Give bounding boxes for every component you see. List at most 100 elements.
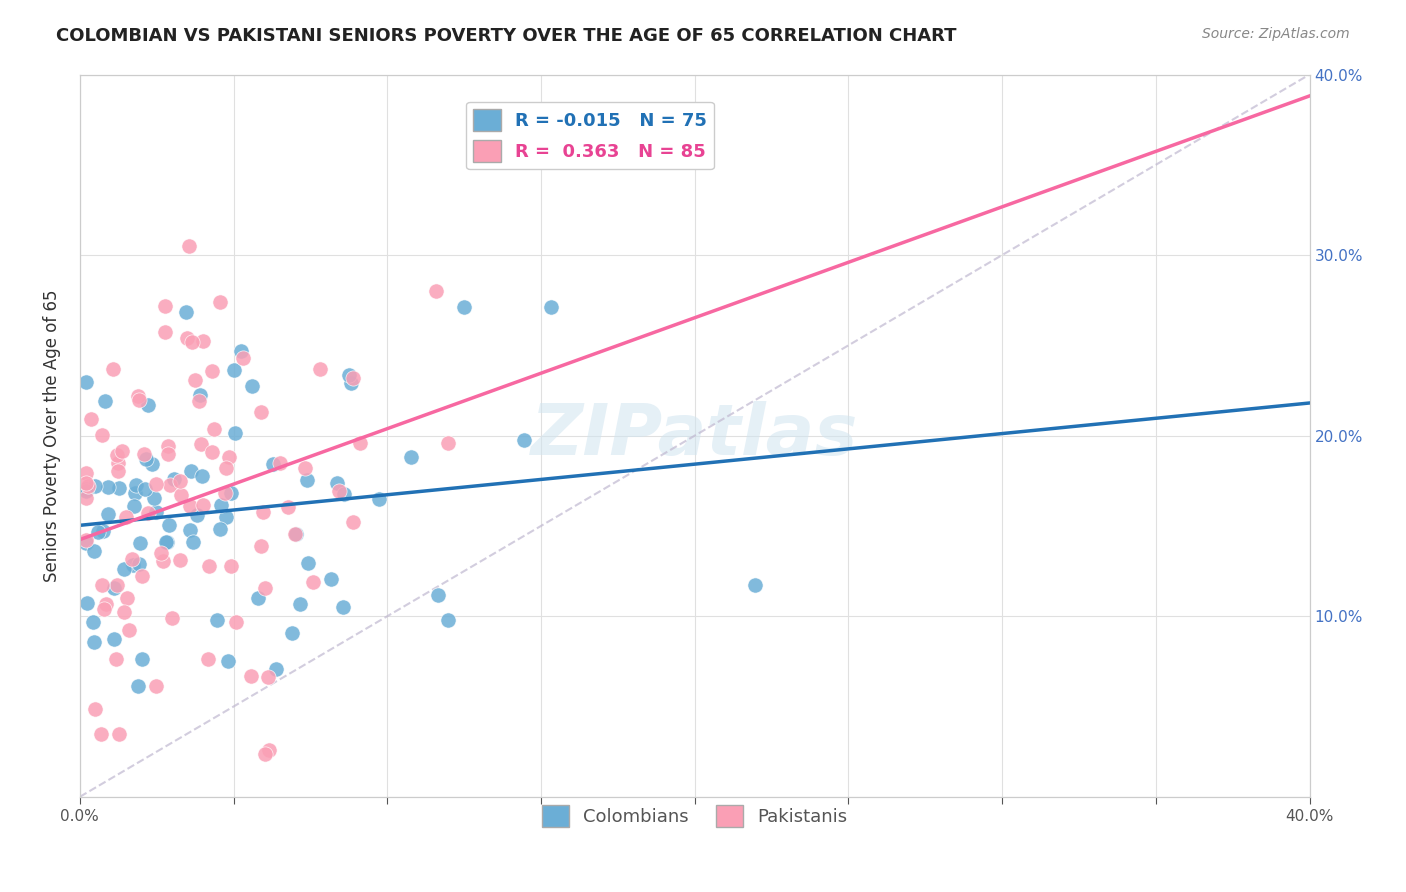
Colombians — [131, 652, 153, 666]
Pakistanis — [239, 669, 262, 683]
Pakistanis — [197, 652, 219, 666]
Colombians — [179, 523, 201, 537]
Colombians — [174, 304, 197, 318]
Pakistanis — [188, 393, 211, 408]
Y-axis label: Seniors Poverty Over the Age of 65: Seniors Poverty Over the Age of 65 — [44, 289, 60, 582]
Pakistanis — [284, 527, 307, 541]
Pakistanis — [294, 461, 316, 475]
Pakistanis — [79, 411, 101, 425]
Pakistanis — [249, 539, 271, 553]
Colombians — [188, 388, 211, 402]
Pakistanis — [252, 505, 274, 519]
Colombians — [219, 485, 242, 500]
Pakistanis — [145, 477, 167, 491]
Colombians — [321, 572, 343, 586]
Pakistanis — [201, 364, 224, 378]
Colombians — [181, 534, 204, 549]
Colombians — [128, 558, 150, 572]
Colombians — [108, 481, 131, 495]
Colombians — [156, 535, 179, 549]
Pakistanis — [149, 546, 172, 560]
Colombians — [103, 581, 125, 595]
Pakistanis — [118, 623, 141, 637]
Colombians — [231, 343, 253, 358]
Colombians — [127, 679, 149, 693]
Colombians — [84, 479, 107, 493]
Colombians — [295, 473, 318, 487]
Pakistanis — [75, 491, 97, 506]
Colombians — [134, 482, 156, 496]
Colombians — [246, 591, 269, 606]
Pakistanis — [342, 516, 364, 530]
Pakistanis — [136, 506, 159, 520]
Colombians — [94, 394, 117, 409]
Colombians — [75, 484, 97, 499]
Pakistanis — [225, 615, 247, 630]
Pakistanis — [269, 456, 291, 470]
Pakistanis — [159, 478, 181, 492]
Pakistanis — [190, 437, 212, 451]
Pakistanis — [179, 500, 201, 514]
Colombians — [326, 475, 349, 490]
Colombians — [82, 615, 104, 629]
Colombians — [76, 596, 98, 610]
Pakistanis — [155, 325, 177, 339]
Pakistanis — [202, 422, 225, 436]
Colombians — [122, 500, 145, 514]
Pakistanis — [75, 533, 97, 547]
Pakistanis — [254, 581, 277, 595]
Pakistanis — [349, 435, 371, 450]
Pakistanis — [91, 428, 114, 442]
Pakistanis — [156, 439, 179, 453]
Pakistanis — [153, 299, 176, 313]
Colombians — [75, 376, 97, 390]
Pakistanis — [107, 464, 129, 478]
Colombians — [75, 536, 97, 550]
Colombians — [87, 525, 110, 540]
Pakistanis — [256, 670, 278, 684]
Colombians — [224, 363, 246, 377]
Colombians — [217, 654, 239, 668]
Colombians — [179, 464, 201, 478]
Pakistanis — [176, 331, 198, 345]
Pakistanis — [169, 553, 191, 567]
Pakistanis — [75, 466, 97, 480]
Colombians — [97, 507, 120, 521]
Colombians — [93, 524, 115, 538]
Pakistanis — [96, 598, 118, 612]
Pakistanis — [160, 611, 183, 625]
Pakistanis — [198, 558, 221, 573]
Pakistanis — [105, 651, 128, 665]
Pakistanis — [436, 435, 458, 450]
Pakistanis — [302, 574, 325, 589]
Pakistanis — [127, 389, 149, 403]
Pakistanis — [108, 727, 131, 741]
Colombians — [83, 635, 105, 649]
Text: Source: ZipAtlas.com: Source: ZipAtlas.com — [1202, 27, 1350, 41]
Colombians — [744, 578, 766, 592]
Colombians — [399, 450, 422, 464]
Colombians — [367, 492, 389, 507]
Pakistanis — [191, 499, 214, 513]
Colombians — [162, 472, 184, 486]
Pakistanis — [93, 602, 115, 616]
Pakistanis — [169, 475, 191, 489]
Pakistanis — [181, 335, 204, 350]
Colombians — [129, 536, 152, 550]
Colombians — [262, 457, 284, 471]
Pakistanis — [170, 488, 193, 502]
Colombians — [427, 588, 450, 602]
Colombians — [512, 433, 534, 447]
Pakistanis — [215, 461, 238, 475]
Colombians — [281, 625, 304, 640]
Pakistanis — [107, 449, 129, 463]
Colombians — [103, 632, 125, 647]
Colombians — [453, 300, 475, 314]
Pakistanis — [145, 680, 167, 694]
Colombians — [97, 480, 120, 494]
Colombians — [122, 558, 145, 573]
Pakistanis — [111, 444, 134, 458]
Pakistanis — [77, 479, 100, 493]
Colombians — [141, 458, 163, 472]
Colombians — [159, 517, 181, 532]
